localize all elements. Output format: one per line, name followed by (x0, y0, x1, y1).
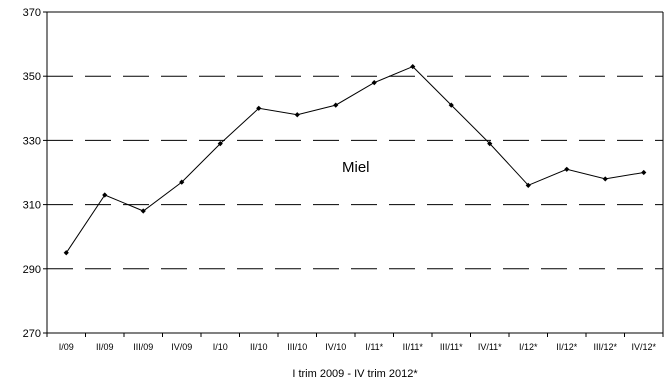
data-point (487, 141, 493, 147)
data-point (179, 179, 185, 185)
data-point (602, 176, 608, 182)
x-tick-label: II/09 (96, 342, 114, 352)
x-tick-label: II/10 (250, 342, 268, 352)
y-tick-label: 290 (23, 264, 41, 276)
data-point (140, 208, 146, 214)
y-tick-label: 270 (23, 328, 41, 340)
x-tick-label: III/10 (287, 342, 307, 352)
x-tick-label: I/10 (213, 342, 228, 352)
data-point (641, 169, 647, 176)
x-tick-label: II/12* (556, 342, 578, 352)
x-tick-label: III/12* (593, 342, 617, 352)
chart-annotation: Miel (342, 159, 370, 176)
x-tick-label: IV/12* (631, 342, 656, 352)
data-point (410, 63, 416, 70)
x-tick-label: II/11* (403, 342, 424, 352)
data-point (294, 112, 300, 118)
x-tick-label: IV/10 (325, 342, 346, 352)
data-point (102, 192, 108, 198)
series-line (65, 66, 644, 254)
x-tick-label: IV/09 (171, 342, 192, 352)
data-point (333, 102, 339, 108)
data-point (564, 166, 570, 172)
x-tick-label: IV/11* (478, 342, 502, 352)
grid-lines (47, 75, 663, 270)
x-tick-label: I/11* (365, 342, 383, 352)
y-tick-labels: 270 290 310 330 350 370 (23, 7, 47, 340)
y-tick-label: 310 (23, 200, 41, 212)
y-tick-label: 350 (23, 71, 41, 83)
data-series (63, 63, 647, 256)
x-tick-label: I/12* (519, 342, 538, 352)
x-tick-label: III/11* (440, 342, 463, 352)
y-tick-label: 370 (23, 7, 41, 19)
data-point (217, 141, 223, 147)
data-point (371, 80, 377, 86)
x-tick-label: III/09 (133, 342, 153, 352)
data-point (448, 102, 454, 108)
x-tick-labels: I/09 II/09 III/09 IV/09 I/10 II/10 III/10 IV/10… (46, 333, 664, 352)
data-point (525, 182, 531, 188)
data-point (63, 250, 69, 256)
x-tick-label: I/09 (59, 342, 74, 352)
data-point (256, 105, 262, 111)
x-axis-title: I trim 2009 - IV trim 2012* (292, 368, 418, 380)
y-tick-label: 330 (23, 135, 41, 147)
